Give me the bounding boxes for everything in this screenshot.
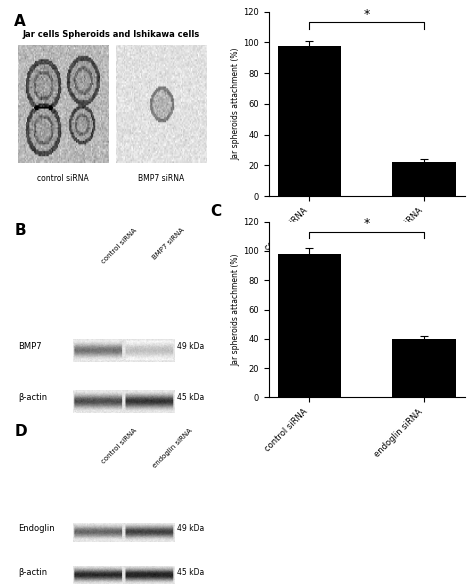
Text: β-actin: β-actin [18,568,47,576]
Text: 45 kDa: 45 kDa [177,568,204,576]
Y-axis label: Jar spheroids attachment (%): Jar spheroids attachment (%) [231,253,240,366]
Text: control siRNA: control siRNA [100,427,138,465]
Text: BMP7 siRNA: BMP7 siRNA [138,174,184,183]
Text: Endoglin: Endoglin [18,524,55,533]
Bar [278,254,341,398]
Bar [278,46,341,196]
Text: BMP7: BMP7 [18,342,42,351]
Text: *: * [364,8,370,21]
Text: endoglin siRNA: endoglin siRNA [151,427,193,469]
Text: *: * [364,217,370,231]
Y-axis label: Jar spheroids attachment (%): Jar spheroids attachment (%) [231,48,240,160]
Bar [392,339,456,398]
Text: A: A [14,13,26,29]
Text: BMP7 siRNA: BMP7 siRNA [151,227,185,261]
Text: Jar cells Spheroids and Ishikawa cells: Jar cells Spheroids and Ishikawa cells [22,30,199,39]
Text: control siRNA: control siRNA [100,227,138,265]
Text: D: D [14,425,27,439]
Text: 49 kDa: 49 kDa [177,524,204,533]
Text: 49 kDa: 49 kDa [177,342,204,351]
Text: C: C [210,204,221,219]
Text: control siRNA: control siRNA [37,174,89,183]
Text: 45 kDa: 45 kDa [177,393,204,402]
Bar [392,162,456,196]
Text: B: B [14,224,26,238]
Text: β-actin: β-actin [18,393,47,402]
